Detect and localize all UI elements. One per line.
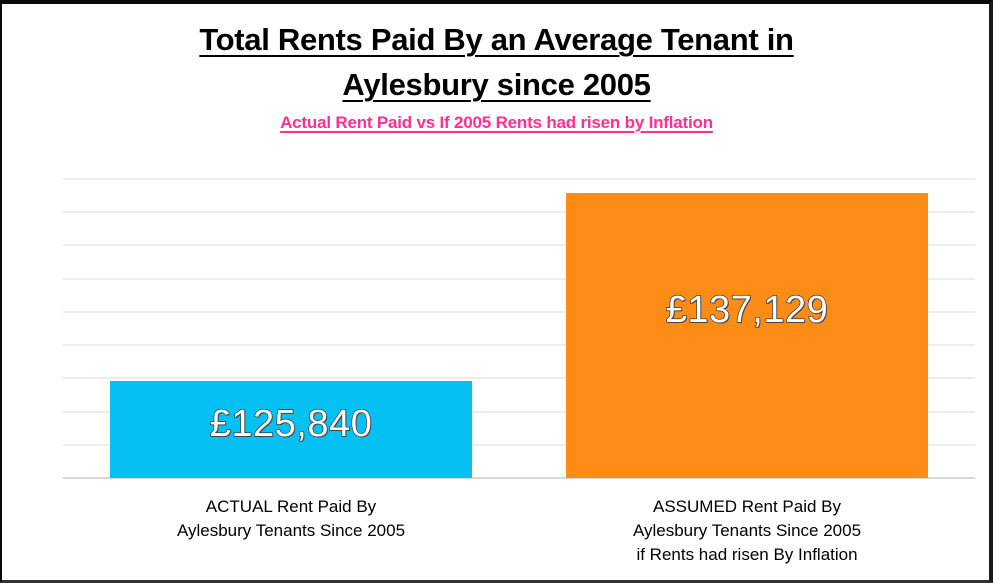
chart-title-line-1: Total Rents Paid By an Average Tenant in xyxy=(199,22,794,57)
category-label-line: if Rents had risen By Inflation xyxy=(636,545,858,564)
bar-assumed: £137,129 xyxy=(566,193,928,478)
gridline xyxy=(63,410,975,413)
data-label: £137,129 xyxy=(665,289,829,332)
bar-actual: £125,840 xyxy=(110,380,472,478)
gridline xyxy=(63,310,975,313)
category-label-line: ACTUAL Rent Paid By xyxy=(205,497,377,516)
chart-subtitle: Actual Rent Paid vs If 2005 Rents had ri… xyxy=(280,113,713,132)
category-label-line: Aylesbury Tenants Since 2005 xyxy=(632,521,862,540)
chart-title-line-2: Aylesbury since 2005 xyxy=(342,67,651,102)
gridline xyxy=(63,377,975,380)
gridline xyxy=(63,178,975,180)
gridline xyxy=(63,211,975,214)
x-axis-baseline xyxy=(63,477,975,479)
category-label-actual: ACTUAL Rent Paid By Aylesbury Tenants Sin… xyxy=(91,495,491,543)
gridline xyxy=(63,277,975,280)
gridline xyxy=(63,443,975,446)
category-label-line: ASSUMED Rent Paid By xyxy=(652,497,841,516)
data-label: £125,840 xyxy=(209,402,373,445)
gridline xyxy=(63,244,975,247)
category-label-assumed: ASSUMED Rent Paid By Aylesbury Tenants Si… xyxy=(547,495,947,567)
category-label-line: Aylesbury Tenants Since 2005 xyxy=(176,521,406,540)
plot-area: £125,840 £137,129 xyxy=(63,170,975,490)
gridline xyxy=(63,344,975,347)
